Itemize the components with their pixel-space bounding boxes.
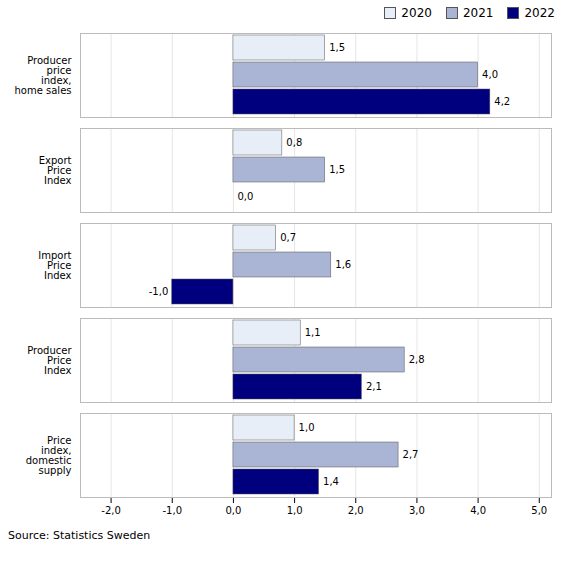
svg-text:0,8: 0,8	[286, 137, 302, 148]
svg-text:Priceindex,domesticsupply: Priceindex,domesticsupply	[26, 435, 72, 476]
svg-text:1,1: 1,1	[305, 327, 321, 338]
svg-text:0,0: 0,0	[225, 505, 241, 516]
svg-text:1,6: 1,6	[335, 259, 351, 270]
svg-text:0,0: 0,0	[237, 191, 253, 202]
svg-text:-1,0: -1,0	[149, 286, 169, 297]
svg-text:0,7: 0,7	[280, 232, 296, 243]
svg-text:1,0: 1,0	[287, 505, 303, 516]
svg-text:5,0: 5,0	[531, 505, 547, 516]
svg-text:-2,0: -2,0	[101, 505, 121, 516]
svg-text:2,1: 2,1	[366, 381, 382, 392]
svg-text:1,4: 1,4	[323, 476, 339, 487]
svg-text:-1,0: -1,0	[162, 505, 182, 516]
svg-text:4,0: 4,0	[470, 505, 486, 516]
svg-text:ImportPriceIndex: ImportPriceIndex	[38, 250, 71, 281]
svg-text:ExportPriceIndex: ExportPriceIndex	[39, 155, 72, 186]
html-text:2020: 2020	[401, 6, 432, 20]
svg-text:1,5: 1,5	[329, 42, 345, 53]
svg-text:4,2: 4,2	[494, 96, 510, 107]
svg-text:1,5: 1,5	[329, 164, 345, 175]
svg-text:Producerpriceindex,home sales: Producerpriceindex,home sales	[14, 55, 72, 96]
svg-text:2,0: 2,0	[348, 505, 364, 516]
html-text:2022: 2022	[524, 6, 555, 20]
svg-text:1,0: 1,0	[299, 422, 315, 433]
svg-text:2,7: 2,7	[403, 449, 419, 460]
svg-text:ProducerPriceIndex: ProducerPriceIndex	[27, 345, 72, 376]
svg-text:3,0: 3,0	[409, 505, 425, 516]
html-text:Source: Statistics Sweden: Source: Statistics Sweden	[8, 529, 151, 542]
html-text:2021: 2021	[462, 6, 494, 20]
svg-text:2,8: 2,8	[409, 354, 425, 365]
svg-text:4,0: 4,0	[482, 69, 498, 80]
